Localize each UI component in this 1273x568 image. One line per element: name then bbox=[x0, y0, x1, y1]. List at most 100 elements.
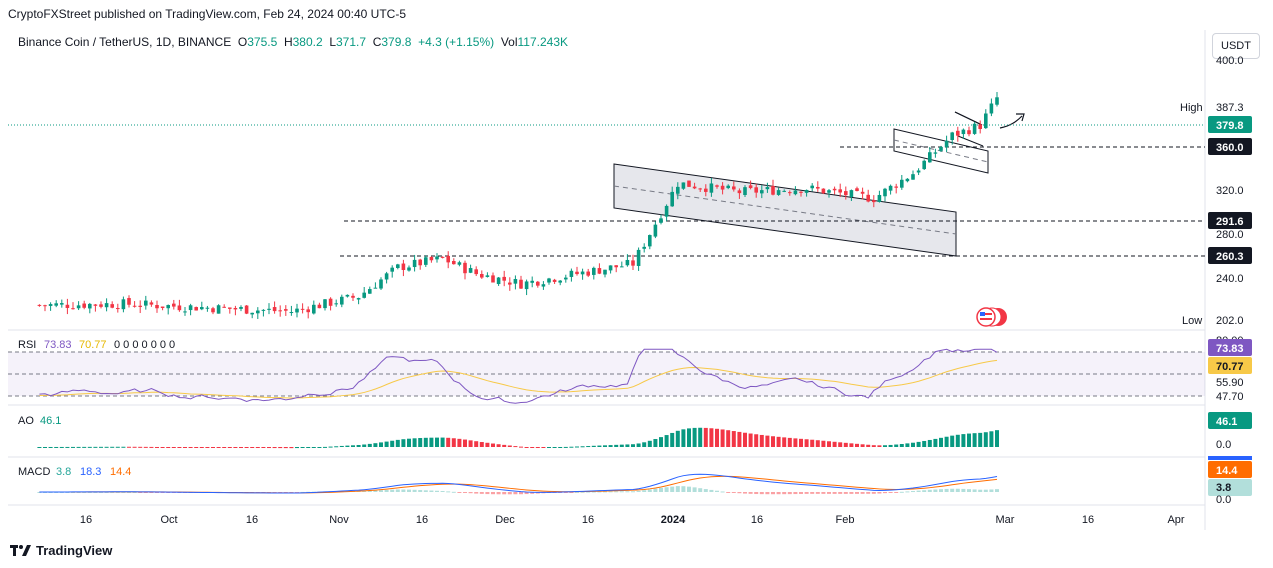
ao-bar bbox=[575, 446, 579, 448]
candle bbox=[648, 234, 652, 250]
candle bbox=[575, 266, 579, 276]
ao-bar bbox=[944, 436, 949, 447]
ao-bar bbox=[362, 444, 367, 447]
candle bbox=[558, 279, 562, 286]
ao-bar bbox=[978, 432, 983, 447]
ao-bar bbox=[379, 442, 383, 447]
macd-hist-bar bbox=[967, 489, 971, 492]
macd-hist-bar bbox=[457, 492, 462, 493]
macd-hist-bar bbox=[407, 489, 411, 492]
candle bbox=[284, 305, 288, 316]
ao-bar bbox=[121, 446, 126, 448]
time-tick: 16 bbox=[80, 514, 92, 526]
candle bbox=[82, 300, 86, 310]
time-tick: 16 bbox=[751, 514, 763, 526]
candle bbox=[412, 254, 417, 272]
macd-legend-macd: 18.3 bbox=[80, 466, 101, 478]
candle bbox=[877, 190, 882, 203]
candle bbox=[547, 277, 551, 285]
low-text: Low bbox=[1182, 315, 1202, 327]
ao-bar bbox=[698, 427, 703, 447]
macd-hist-bar bbox=[827, 492, 831, 494]
candle bbox=[564, 274, 568, 283]
candle bbox=[233, 305, 238, 316]
macd-hist-bar bbox=[519, 492, 523, 495]
ao-bar bbox=[659, 437, 663, 447]
candle bbox=[765, 182, 770, 193]
close-label: C bbox=[372, 35, 382, 49]
candle bbox=[88, 302, 92, 314]
candle bbox=[200, 301, 204, 311]
ao-bar bbox=[619, 444, 624, 447]
ao-bar bbox=[726, 430, 731, 447]
ao-bar bbox=[687, 428, 691, 447]
ao-bar bbox=[300, 447, 305, 448]
ao-bar bbox=[787, 437, 792, 447]
macd-hist-bar bbox=[513, 492, 518, 495]
macd-hist-bar bbox=[502, 492, 507, 495]
macd-hist-bar bbox=[485, 492, 490, 495]
ao-bar bbox=[524, 447, 529, 448]
ao-bar bbox=[827, 441, 831, 447]
macd-hist-bar bbox=[899, 491, 904, 493]
candle bbox=[99, 301, 103, 309]
ao-bar bbox=[547, 447, 551, 448]
candle bbox=[110, 301, 114, 309]
macd-hist-bar bbox=[614, 491, 619, 493]
ao-bar bbox=[502, 444, 507, 447]
macd-hist-bar bbox=[401, 489, 406, 492]
candle bbox=[496, 276, 501, 286]
candle bbox=[485, 272, 490, 278]
candle bbox=[900, 174, 904, 190]
candle bbox=[396, 263, 400, 270]
candle bbox=[48, 302, 53, 311]
candle bbox=[872, 195, 876, 208]
candle bbox=[508, 277, 512, 291]
macd-hist-bar bbox=[793, 492, 798, 495]
ao-bar bbox=[115, 446, 120, 448]
candle bbox=[916, 168, 921, 176]
macd-hist-bar bbox=[362, 490, 367, 492]
candle bbox=[362, 286, 366, 299]
rsi-legend-extra: 0 0 0 0 0 0 0 bbox=[114, 339, 175, 351]
tradingview-footer[interactable]: TradingView bbox=[10, 543, 112, 558]
currency-unit-button[interactable]: USDT bbox=[1212, 33, 1260, 59]
ao-bar bbox=[418, 438, 423, 447]
macd-hist-bar bbox=[440, 490, 445, 492]
ao-bar bbox=[149, 446, 154, 448]
candle bbox=[989, 98, 994, 117]
candle bbox=[698, 187, 702, 192]
ao-bar bbox=[211, 447, 215, 448]
ao-bar bbox=[199, 447, 204, 448]
ao-bar bbox=[317, 447, 322, 448]
us-flag-event-icon[interactable] bbox=[976, 307, 1007, 327]
candle bbox=[944, 135, 949, 153]
ao-bar bbox=[961, 434, 966, 447]
candle bbox=[709, 177, 714, 197]
macd-hist-bar bbox=[569, 492, 574, 493]
macd-hist-bar bbox=[451, 491, 456, 493]
candle bbox=[121, 296, 126, 313]
high-text: High bbox=[1180, 102, 1203, 114]
ao-bar bbox=[395, 439, 400, 447]
macd-hist-bar bbox=[93, 491, 98, 493]
candle bbox=[76, 301, 81, 311]
rsi-axis-55: 55.90 bbox=[1216, 377, 1244, 389]
time-tick: 16 bbox=[1082, 514, 1094, 526]
open-value: 375.5 bbox=[247, 35, 278, 49]
ao-bar bbox=[754, 434, 759, 447]
ao-bar bbox=[720, 429, 725, 447]
ao-bar bbox=[855, 443, 859, 447]
macd-hist-bar bbox=[636, 490, 641, 492]
candle bbox=[132, 301, 137, 308]
ao-bar bbox=[709, 428, 714, 447]
macd-hist-bar bbox=[149, 492, 154, 493]
candle bbox=[71, 302, 75, 310]
ao-bar bbox=[535, 447, 540, 448]
ao-bar bbox=[311, 447, 316, 448]
candle bbox=[368, 286, 372, 294]
ao-title: AO bbox=[18, 415, 34, 427]
candle bbox=[379, 277, 383, 290]
macd-hist-bar bbox=[799, 492, 803, 494]
